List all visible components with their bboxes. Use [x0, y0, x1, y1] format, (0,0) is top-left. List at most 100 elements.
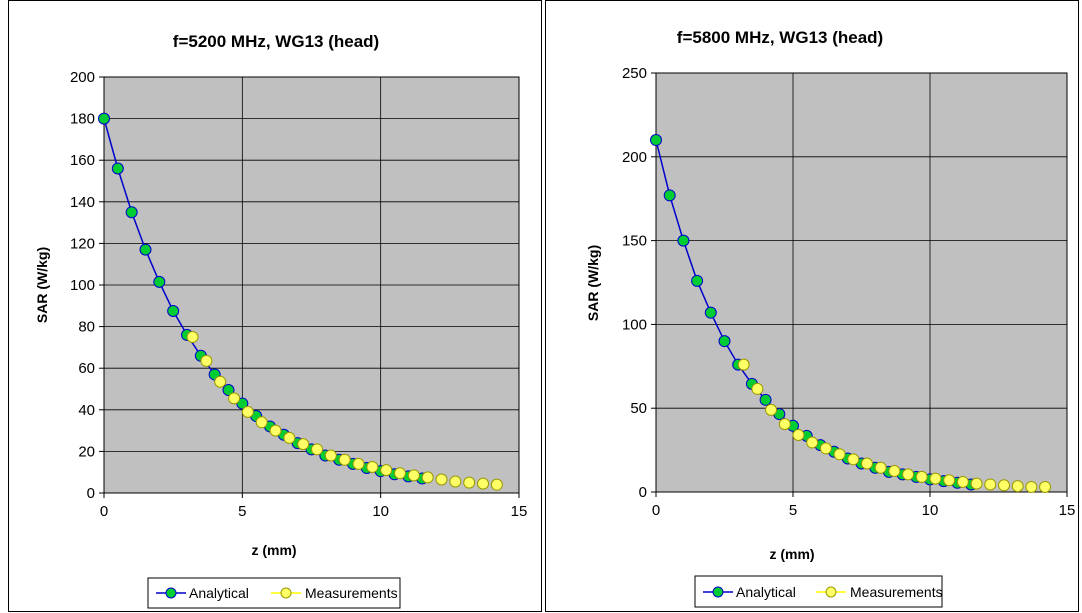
y-tick-label: 60: [78, 360, 95, 377]
measurement-point: [792, 429, 805, 442]
analytical-point: [222, 384, 235, 397]
x-axis-title: z (mm): [769, 546, 814, 562]
measurement-point: [929, 472, 942, 485]
measurement-point: [200, 354, 213, 367]
analytical-point: [125, 206, 138, 219]
y-tick-label: 200: [70, 69, 95, 86]
measurement-point: [269, 424, 282, 437]
measurement-point: [984, 478, 997, 491]
measurement-point: [463, 476, 476, 489]
y-tick-label: 20: [78, 443, 95, 460]
chart-title: f=5200 MHz, WG13 (head): [173, 32, 379, 51]
measurement-point: [943, 474, 956, 487]
y-tick-label: 100: [622, 316, 647, 333]
analytical-point: [650, 134, 662, 147]
measurement-point: [352, 457, 365, 470]
measurement-point: [737, 358, 750, 371]
measurement-point: [997, 479, 1010, 492]
measurement-point: [847, 453, 860, 466]
measurement-point: [241, 405, 254, 418]
x-tick-label: 15: [511, 503, 528, 520]
measurement-point: [970, 477, 983, 490]
analytical-point: [139, 243, 152, 256]
analytical-point: [98, 112, 110, 125]
measurement-point: [1025, 480, 1038, 493]
legend-marker-analytical: [712, 586, 724, 598]
legend-label-analytical: Analytical: [189, 585, 249, 601]
legend-label-measurements: Measurements: [305, 585, 398, 601]
measurement-point: [874, 461, 887, 474]
x-tick-label: 5: [789, 502, 797, 519]
y-tick-label: 0: [639, 484, 647, 501]
analytical-point: [111, 162, 124, 175]
analytical-point: [759, 393, 772, 406]
y-tick-label: 200: [622, 149, 647, 166]
measurement-point: [311, 443, 324, 456]
y-tick-label: 120: [70, 235, 95, 252]
measurement-point: [297, 438, 310, 451]
legend-label-analytical: Analytical: [736, 584, 796, 600]
measurement-point: [394, 467, 407, 480]
measurement-point: [915, 470, 928, 483]
y-axis-title: SAR (W/kg): [34, 247, 50, 323]
measurement-point: [477, 477, 490, 490]
y-tick-label: 100: [70, 277, 95, 294]
legend-marker-measurements: [825, 586, 837, 598]
measurement-point: [490, 478, 503, 491]
measurement-point: [956, 475, 969, 488]
x-tick-label: 10: [922, 502, 939, 519]
y-tick-label: 250: [622, 65, 647, 82]
chart-5200-svg: f=5200 MHz, WG13 (head) 0204060801001201…: [34, 32, 528, 609]
measurement-point: [366, 461, 379, 473]
legend-marker-measurements: [280, 587, 292, 599]
chart-panel-5800: f=5800 MHz, WG13 (head) 0 50 100 150 200 250 0…: [545, 0, 1079, 612]
x-tick-label: 10: [372, 503, 389, 520]
measurement-point: [324, 449, 337, 462]
y-tick-label: 150: [622, 233, 647, 250]
y-tick-label: 0: [87, 485, 95, 502]
measurement-point: [860, 457, 873, 470]
chart-title: f=5800 MHz, WG13 (head): [677, 28, 883, 47]
measurement-point: [833, 448, 846, 461]
measurement-point: [186, 331, 199, 343]
x-axis-title: z (mm): [251, 542, 296, 558]
measurement-point: [888, 465, 901, 478]
chart-5800-svg: f=5800 MHz, WG13 (head) 0 50 100 150 200 250 0…: [585, 28, 1075, 608]
measurement-point: [778, 418, 791, 431]
measurement-point: [449, 475, 462, 488]
measurement-point: [806, 436, 819, 449]
analytical-point: [718, 335, 731, 348]
measurement-point: [228, 392, 241, 405]
y-tick-label: 180: [70, 111, 95, 128]
measurement-point: [255, 416, 268, 429]
legend-label-measurements: Measurements: [850, 584, 943, 600]
measurement-point: [421, 471, 434, 484]
analytical-point: [704, 306, 717, 319]
measurement-point: [819, 442, 832, 455]
analytical-point: [691, 274, 704, 287]
chart-panel-5200: f=5200 MHz, WG13 (head) 0 20 40 60 80 100 120 1…: [8, 0, 542, 612]
measurement-point: [380, 464, 393, 477]
measurement-point: [902, 468, 915, 481]
measurement-point: [1039, 480, 1052, 493]
measurement-point: [283, 431, 296, 444]
analytical-point: [663, 189, 676, 202]
legend-box: [694, 575, 943, 608]
x-tick-label: 0: [100, 503, 108, 520]
y-tick-label: 140: [70, 194, 95, 211]
measurement-point: [338, 453, 351, 466]
legend-marker-analytical: [165, 587, 177, 599]
measurement-point: [1011, 480, 1024, 493]
measurement-point: [214, 375, 227, 388]
y-axis-title: SAR (W/kg): [585, 245, 601, 321]
legend: Analytical Measurements: [694, 575, 943, 608]
measurement-point: [435, 473, 448, 486]
y-tick-label: 40: [78, 402, 95, 419]
plot-area: [655, 72, 1068, 493]
y-tick-label: 80: [78, 319, 95, 336]
legend: Analytical Measurements: [147, 577, 401, 609]
x-tick-label: 0: [652, 502, 660, 519]
analytical-point: [167, 305, 180, 317]
y-tick-label: 160: [70, 152, 95, 169]
measurement-point: [765, 403, 778, 416]
